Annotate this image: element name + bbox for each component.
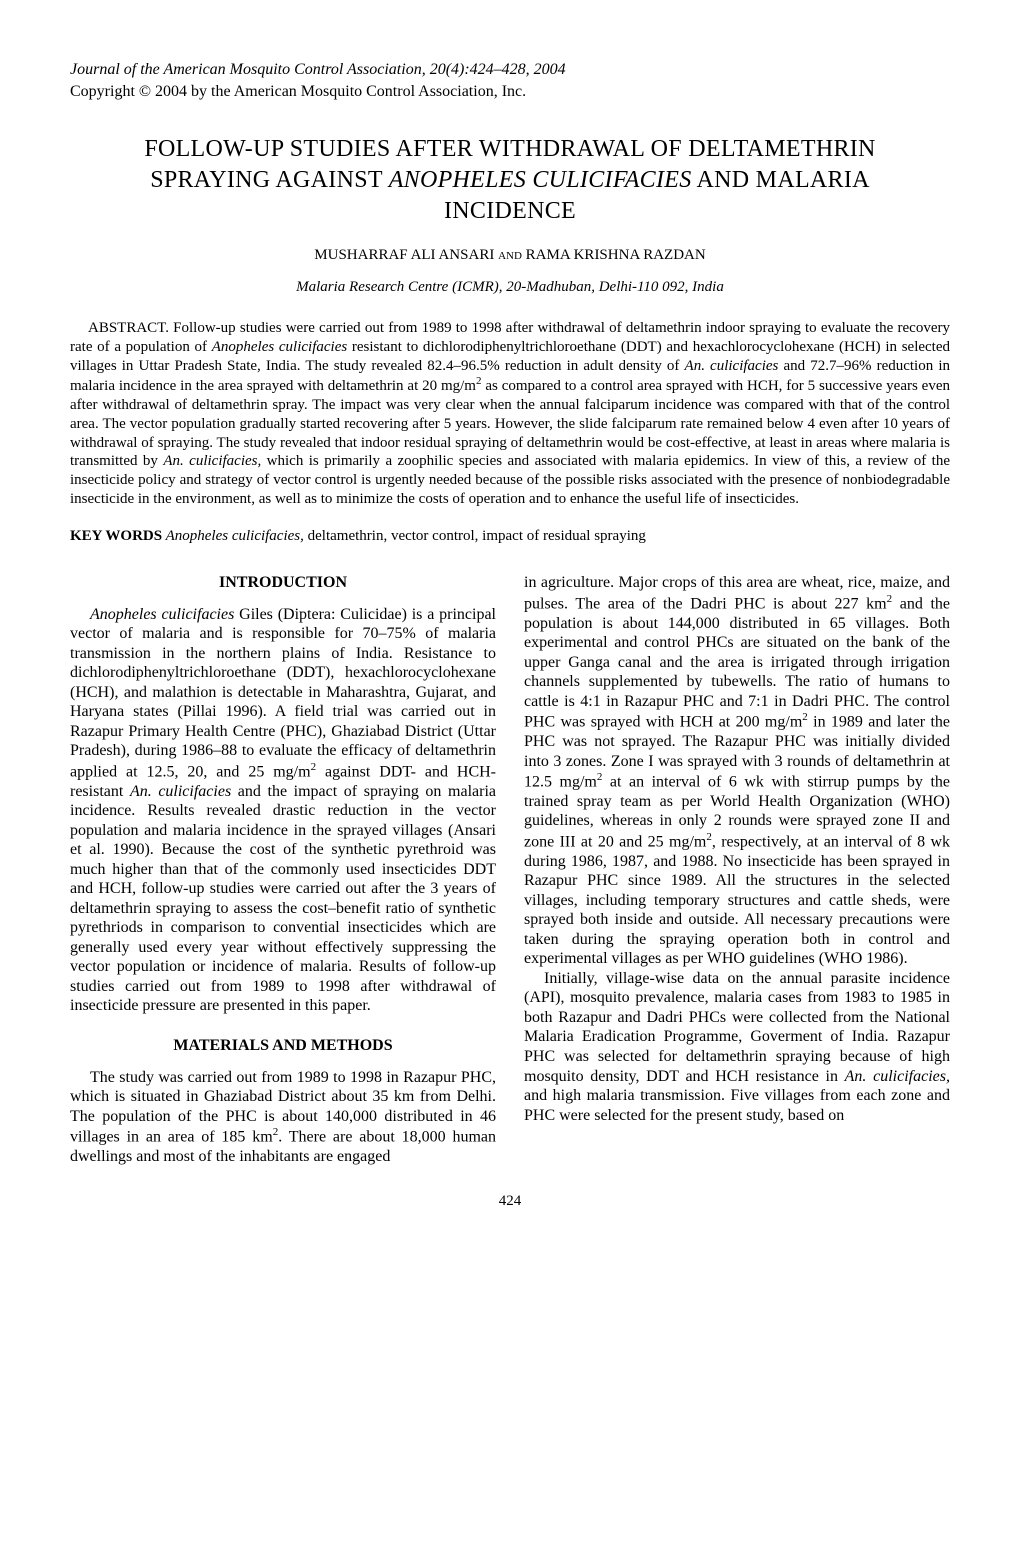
keywords-species: Anopheles culicifacies,	[162, 528, 304, 544]
methods-paragraph-1: The study was carried out from 1989 to 1…	[70, 1068, 496, 1167]
keywords-label: KEY WORDS	[70, 528, 162, 544]
intro-species-1: Anopheles culicifacies	[90, 606, 234, 623]
abstract-species-2: An. culicifacies	[685, 358, 779, 374]
col2-species-1: An. culicifacies,	[845, 1068, 950, 1085]
journal-header: Journal of the American Mosquito Control…	[70, 60, 950, 80]
methods-paragraph-1-cont: in agriculture. Major crops of this area…	[524, 573, 950, 969]
keywords-rest: deltamethrin, vector control, impact of …	[304, 528, 646, 544]
section-heading-methods: MATERIALS AND METHODS	[70, 1036, 496, 1056]
affiliation: Malaria Research Centre (ICMR), 20-Madhu…	[70, 278, 950, 297]
intro-species-2: An. culicifacies	[130, 783, 231, 800]
author-2: RAMA KRISHNA RAZDAN	[522, 247, 706, 263]
author-1: MUSHARRAF ALI ANSARI	[314, 247, 498, 263]
col2-text-1b: and the population is about 144,000 dist…	[524, 595, 950, 730]
col2-text-2b: and high malaria transmission. Five vill…	[524, 1087, 950, 1124]
authors-and: and	[498, 247, 522, 263]
section-heading-introduction: INTRODUCTION	[70, 573, 496, 593]
column-left: INTRODUCTION Anopheles culicifacies Gile…	[70, 573, 496, 1166]
abstract-species-1: Anopheles culicifacies	[212, 339, 347, 355]
intro-paragraph: Anopheles culicifacies Giles (Diptera: C…	[70, 605, 496, 1016]
intro-text-1b: Giles (Diptera: Culicidae) is a principa…	[70, 606, 496, 780]
abstract-species-3: An. culicifacies,	[163, 453, 261, 469]
authors: MUSHARRAF ALI ANSARI and RAMA KRISHNA RA…	[70, 246, 950, 265]
keywords: KEY WORDS Anopheles culicifacies, deltam…	[70, 527, 950, 546]
column-right: in agriculture. Major crops of this area…	[524, 573, 950, 1166]
intro-text-1d: and the impact of spraying on malaria in…	[70, 783, 496, 1015]
methods-paragraph-2: Initially, village-wise data on the annu…	[524, 969, 950, 1125]
title-species: ANOPHELES CULICIFACIES	[389, 167, 692, 193]
page-number: 424	[70, 1192, 950, 1211]
body-columns: INTRODUCTION Anopheles culicifacies Gile…	[70, 573, 950, 1166]
col2-text-1e: , respectively, at an interval of 8 wk d…	[524, 833, 950, 967]
copyright-line: Copyright © 2004 by the American Mosquit…	[70, 82, 950, 102]
abstract-label: ABSTRACT.	[88, 320, 169, 336]
article-title: FOLLOW-UP STUDIES AFTER WITHDRAWAL OF DE…	[100, 134, 920, 228]
abstract: ABSTRACT. Follow-up studies were carried…	[70, 319, 950, 509]
